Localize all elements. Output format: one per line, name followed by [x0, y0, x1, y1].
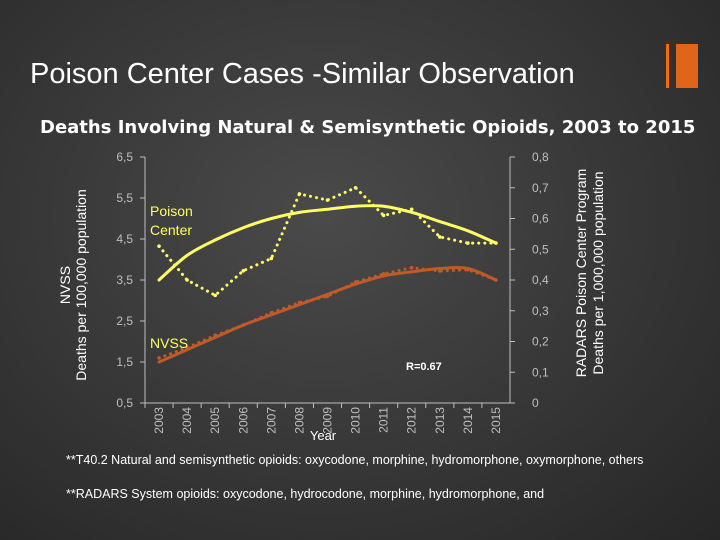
decorative-accent: [666, 44, 698, 88]
x-tick-label: 2010: [349, 407, 363, 434]
right-axis-title-line1: RADARS Poison Center Program: [573, 169, 589, 378]
right-tick-label: 0,2: [532, 335, 549, 349]
data-point-nvss: [157, 356, 161, 360]
x-tick-label: 2008: [292, 407, 306, 434]
x-tick-label: 2006: [236, 407, 250, 434]
left-axis-title-line2: Deaths per 100,000 population: [73, 189, 89, 380]
x-axis-title: Year: [310, 428, 337, 443]
right-tick-label: 0,1: [532, 365, 549, 379]
data-point-poison-center: [353, 185, 358, 190]
right-tick-label: 0,3: [532, 304, 549, 318]
footnote-2: **RADARS System opioids: oxycodone, hydr…: [66, 487, 545, 501]
right-tick-label: 0,4: [532, 273, 549, 287]
x-tick-label: 2015: [489, 407, 503, 434]
x-tick-label: 2012: [405, 407, 419, 434]
x-tick-label: 2014: [461, 407, 475, 434]
data-point-poison-center: [409, 207, 414, 212]
x-tick-label: 2003: [152, 407, 166, 434]
right-tick-label: 0,7: [532, 181, 549, 195]
nvss-label: NVSS: [150, 335, 188, 351]
data-point-poison-center: [297, 192, 302, 196]
right-tick-label: 0,5: [532, 242, 549, 256]
correlation-label: R=0.67: [406, 361, 442, 373]
left-tick-label: 2,5: [116, 314, 133, 328]
chart-title: Deaths Involving Natural & Semisynthetic…: [40, 117, 696, 138]
left-axis-title-line1: NVSS: [57, 266, 73, 304]
series-line-poison-center-trend: [157, 204, 498, 282]
footnote-1: **T40.2 Natural and semisynthetic opioid…: [66, 453, 644, 467]
x-tick-label: 2013: [433, 407, 447, 434]
data-point-poison-center: [241, 268, 246, 273]
x-tick-label: 2009: [321, 407, 335, 434]
data-point-poison-center: [269, 256, 274, 261]
x-tick-label: 2005: [208, 407, 222, 434]
series-line-nvss-trend: [157, 266, 498, 364]
right-axis-title-line2: Deaths per 1,000,000 population: [590, 171, 606, 374]
data-point-poison-center: [213, 293, 217, 298]
left-tick-label: 1,5: [116, 355, 133, 369]
series-line-nvss: [157, 266, 498, 360]
data-point-poison-center: [157, 244, 161, 248]
left-tick-label: 5,5: [116, 191, 133, 205]
poison-center-label-line1: Poison: [150, 203, 193, 219]
right-tick-label: 0: [532, 396, 539, 410]
data-point-poison-center: [466, 241, 470, 245]
left-tick-label: 6,5: [116, 150, 133, 164]
right-tick-label: 0,8: [532, 150, 549, 164]
data-point-poison-center: [381, 213, 386, 218]
left-tick-label: 4,5: [116, 232, 133, 246]
data-point-poison-center: [325, 198, 330, 202]
x-tick-label: 2007: [264, 407, 278, 434]
data-point-poison-center: [185, 278, 189, 282]
poison-center-label-line2: Center: [150, 222, 192, 238]
right-tick-label: 0,6: [532, 212, 549, 226]
x-tick-label: 2004: [180, 407, 194, 434]
footnotes: **T40.2 Natural and semisynthetic opioid…: [66, 452, 676, 520]
x-tick-label: 2011: [377, 407, 391, 433]
left-tick-label: 3,5: [116, 273, 133, 287]
slide-title: Poison Center Cases -Similar Observation: [30, 58, 575, 90]
data-point-nvss: [409, 265, 414, 270]
left-tick-label: 0,5: [116, 396, 133, 410]
data-point-poison-center: [438, 235, 442, 239]
